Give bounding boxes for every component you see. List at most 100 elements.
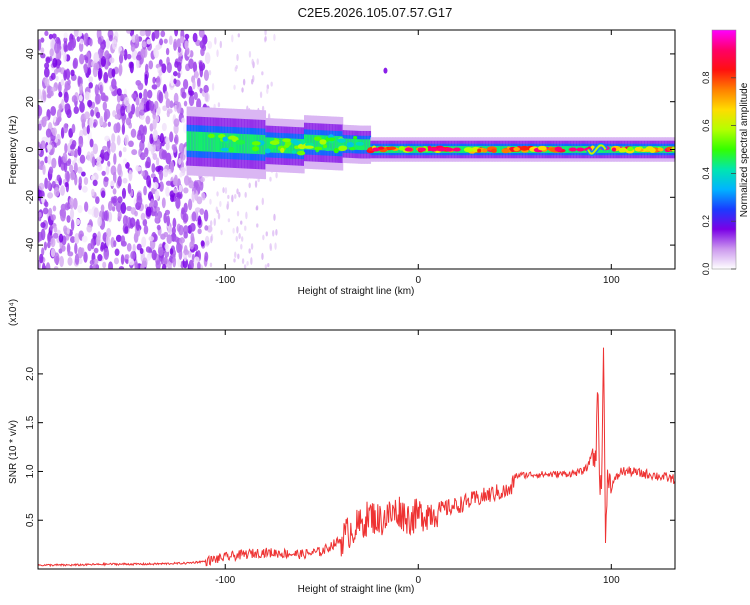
noise-blob xyxy=(202,37,208,44)
spectrogram-x-tick-label: 0 xyxy=(415,275,421,286)
noise-blob xyxy=(168,35,173,46)
noise-blob xyxy=(61,244,66,252)
noise-blob xyxy=(156,138,161,151)
noise-blob xyxy=(40,228,46,241)
noise-blob xyxy=(89,264,93,269)
noise-blob xyxy=(181,91,187,99)
noise-blob xyxy=(152,76,156,84)
noise-blob xyxy=(261,252,264,261)
noise-blob xyxy=(141,260,145,269)
tone-track-band xyxy=(461,146,464,153)
noise-blob xyxy=(184,40,189,50)
noise-blob xyxy=(42,265,47,269)
noise-blob xyxy=(200,240,205,247)
tone-track-band xyxy=(214,132,217,152)
noise-blob xyxy=(183,202,188,213)
noise-blob xyxy=(129,217,136,228)
tone-core xyxy=(513,146,520,152)
noise-blob xyxy=(267,263,270,268)
tone-track-band xyxy=(367,139,370,151)
noise-blob xyxy=(197,215,202,226)
tone-track-band xyxy=(263,135,267,155)
noise-blob xyxy=(47,145,51,153)
noise-blob xyxy=(210,235,213,244)
noise-blob xyxy=(97,231,101,241)
noise-blob xyxy=(57,81,62,93)
noise-blob xyxy=(143,185,147,196)
noise-blob xyxy=(178,142,185,154)
noise-blob xyxy=(74,253,80,265)
noise-blob xyxy=(141,236,147,248)
tone-core xyxy=(482,148,488,153)
noise-blob xyxy=(236,210,240,217)
noise-blob xyxy=(90,238,95,250)
noise-blob xyxy=(166,110,170,118)
noise-blob xyxy=(117,176,122,187)
noise-blob xyxy=(177,61,182,72)
noise-blob xyxy=(197,261,201,269)
colorbar-tick-label: 0.4 xyxy=(701,167,711,180)
noise-blob xyxy=(138,92,143,99)
noise-blob xyxy=(182,212,189,223)
noise-blob xyxy=(140,48,146,59)
noise-blob xyxy=(126,30,132,34)
noise-blob xyxy=(155,206,161,212)
noise-blob xyxy=(84,91,90,101)
tone-peak xyxy=(404,147,413,152)
spectrogram-y-tick-label: 20 xyxy=(25,96,36,108)
noise-blob xyxy=(59,255,64,268)
noise-blob xyxy=(99,84,103,95)
snr-y-ticks: 0.5 1.0 1.5 2.0 xyxy=(25,367,675,527)
noise-blob xyxy=(79,154,86,164)
noise-blob xyxy=(79,101,85,113)
tone-track-band xyxy=(217,132,220,153)
noise-blob xyxy=(122,177,128,184)
noise-blob xyxy=(244,225,247,231)
noise-blob xyxy=(70,143,76,150)
noise-blob xyxy=(79,83,84,96)
tone-track-band xyxy=(270,137,273,153)
noise-blob xyxy=(53,114,57,123)
noise-blob xyxy=(149,123,154,132)
tone-track-band xyxy=(291,138,294,154)
noise-blob xyxy=(71,95,78,103)
noise-blob xyxy=(50,248,56,258)
noise-blob xyxy=(262,234,265,241)
noise-blob xyxy=(146,39,152,45)
noise-blob xyxy=(234,251,237,258)
tone-core xyxy=(353,135,358,140)
noise-blob xyxy=(144,147,149,158)
noise-blob xyxy=(199,208,205,215)
tone-track-band xyxy=(362,139,365,151)
noise-blob xyxy=(134,261,139,269)
noise-blob xyxy=(275,172,278,179)
tone-peak xyxy=(418,147,427,152)
noise-blob xyxy=(75,218,81,226)
noise-blob xyxy=(44,62,50,69)
noise-blob xyxy=(265,231,268,237)
spectrogram-marks xyxy=(38,30,675,269)
noise-blob xyxy=(144,30,151,38)
noise-blob xyxy=(261,197,264,206)
noise-blob xyxy=(58,233,64,243)
tone-track-band xyxy=(307,134,310,150)
noise-blob xyxy=(150,211,156,217)
noise-blob xyxy=(161,149,168,160)
noise-blob xyxy=(227,218,231,223)
tone-track-band xyxy=(234,133,237,153)
colorbar-scale xyxy=(712,30,736,269)
tone-track-band xyxy=(498,146,501,153)
noise-blob xyxy=(151,84,158,90)
noise-blob xyxy=(118,150,122,158)
colorbar-tick-label: 0.6 xyxy=(701,119,711,132)
noise-blob xyxy=(77,166,83,174)
tone-track-band xyxy=(413,146,416,153)
noise-blob xyxy=(134,210,138,217)
noise-blob xyxy=(183,175,190,186)
noise-blob xyxy=(231,194,234,203)
noise-blob xyxy=(214,37,217,45)
noise-blob xyxy=(139,109,145,116)
noise-blob xyxy=(48,33,53,40)
tone-track-band xyxy=(345,138,348,150)
